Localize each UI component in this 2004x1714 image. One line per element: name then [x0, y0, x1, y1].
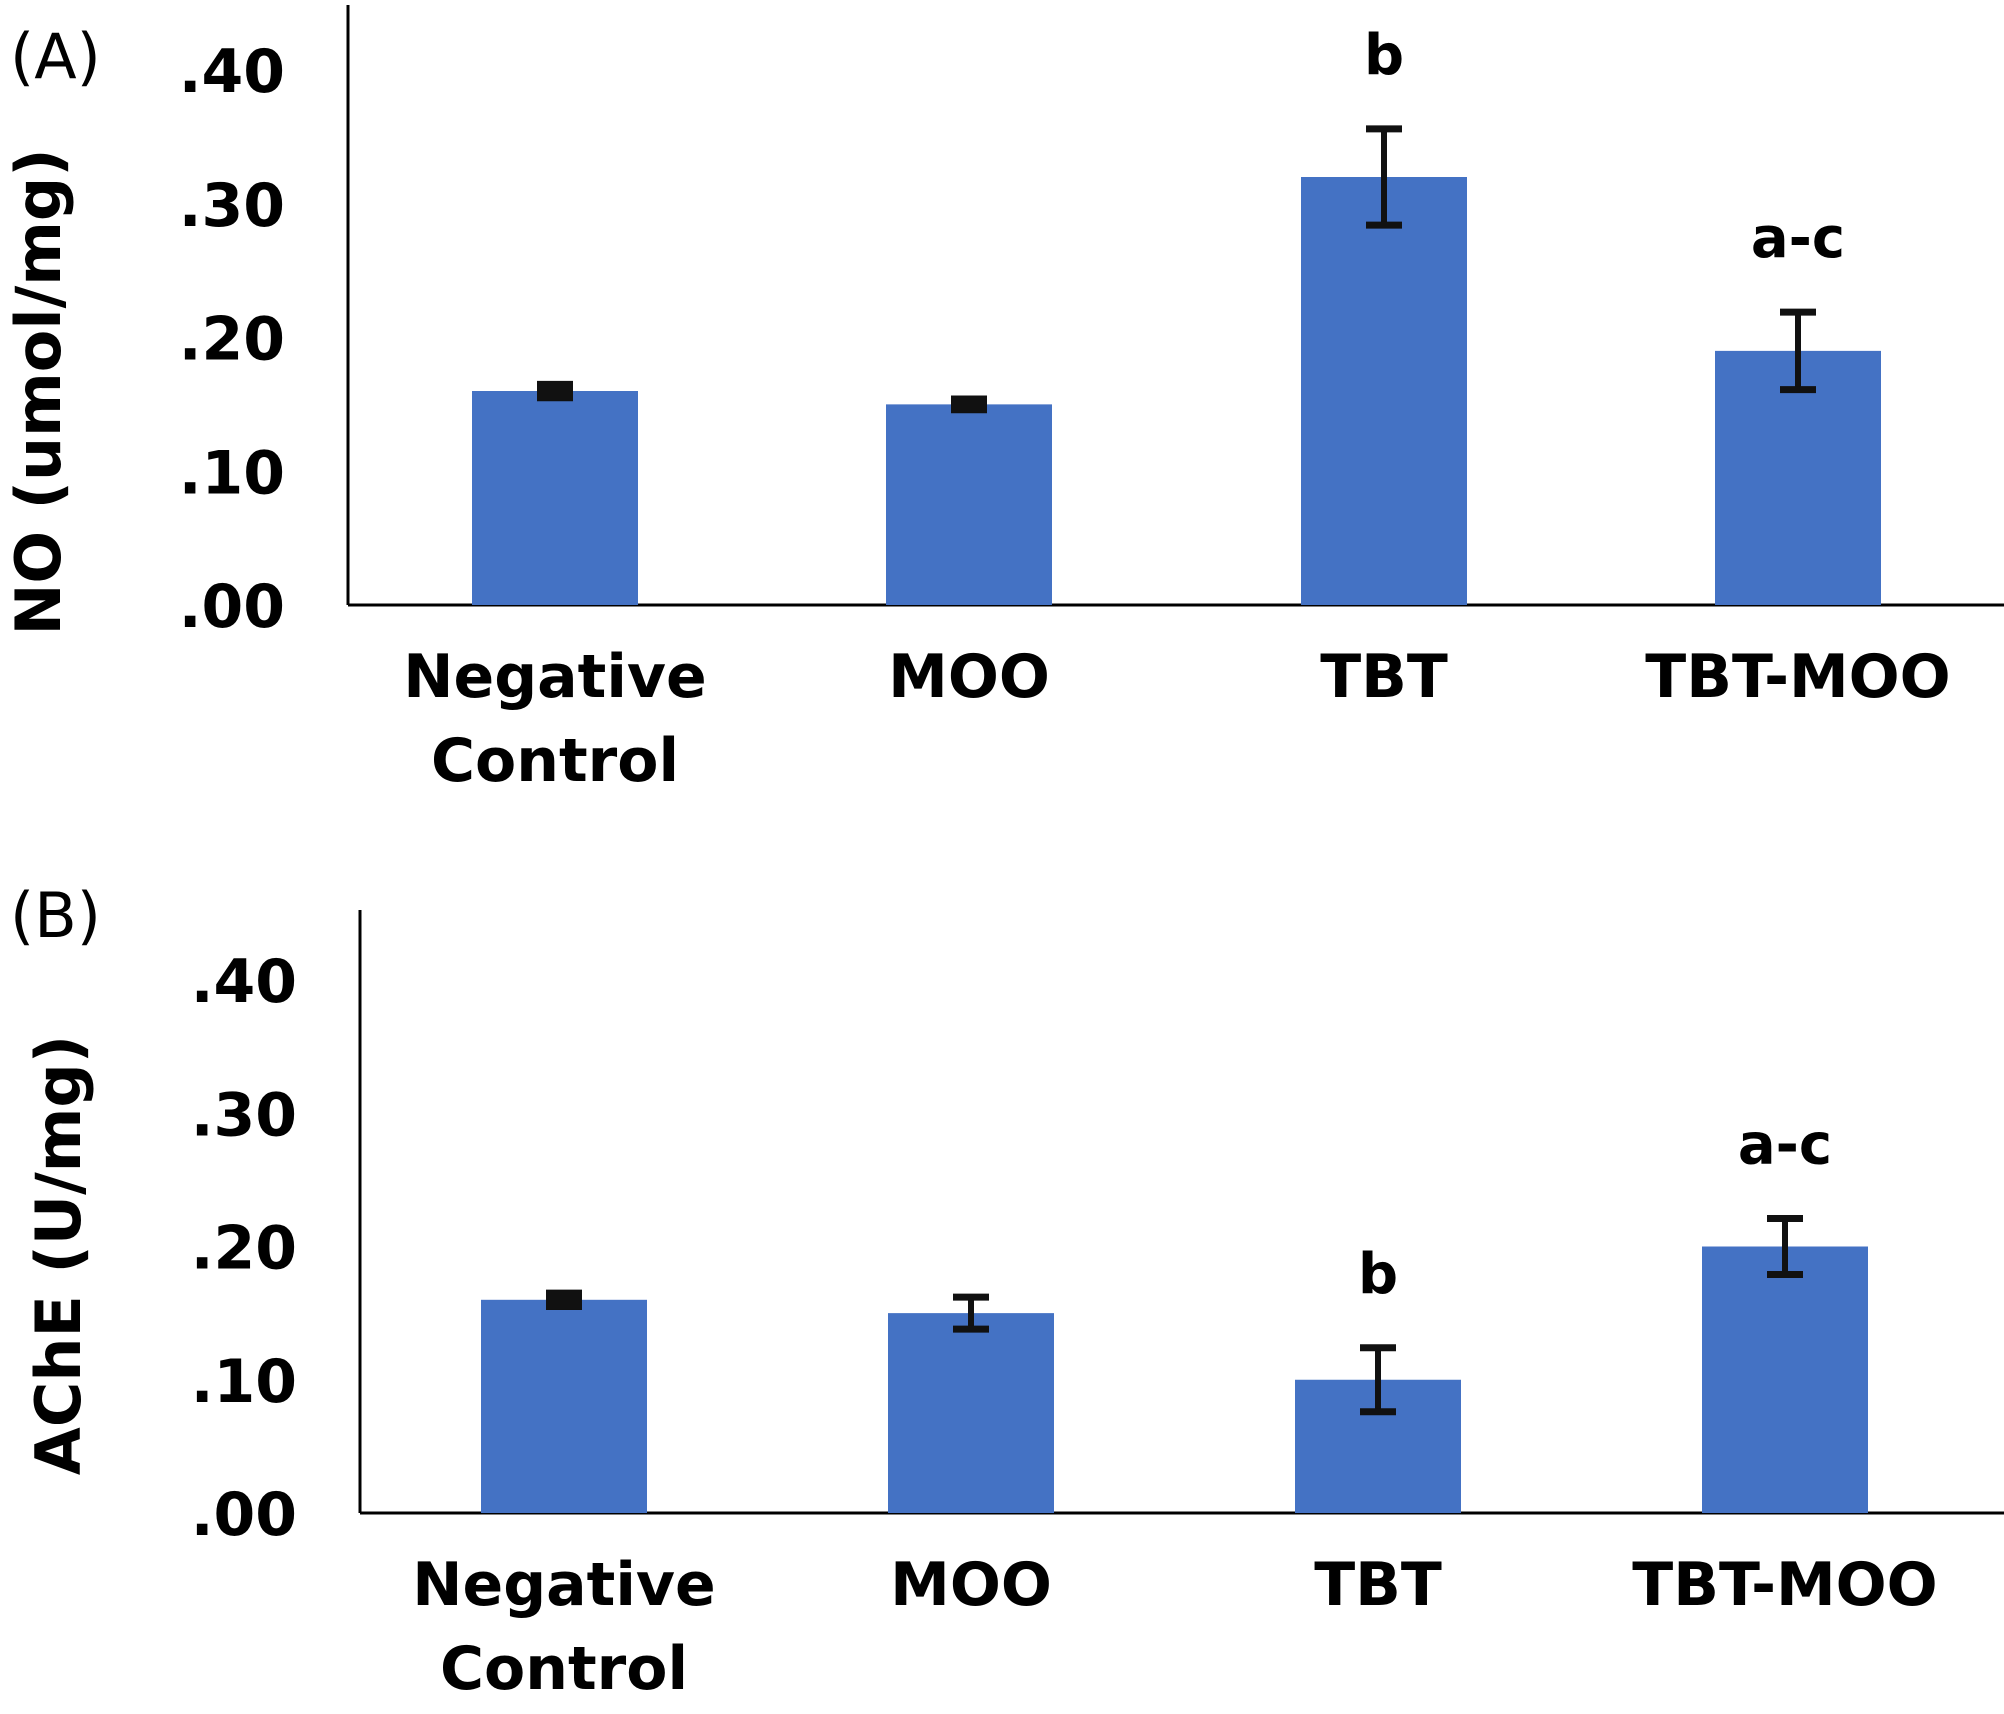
y-tick-label: .30	[179, 171, 285, 241]
y-axis-label: AChE (U/mg)	[22, 1035, 95, 1475]
y-tick-label: .10	[179, 438, 285, 508]
error-bar	[1767, 1215, 1803, 1278]
x-tick-label: TBT-MOO	[1632, 1550, 1937, 1620]
x-tick-label: TBT-MOO	[1645, 642, 1950, 712]
bar-negative-control	[472, 391, 638, 605]
y-axis-label: NO (umol/mg)	[2, 148, 75, 635]
panel-label: (B)	[10, 879, 101, 952]
error-bar	[1780, 308, 1816, 394]
x-tick-label: Control	[431, 726, 679, 796]
y-tick-label: .40	[191, 947, 297, 1017]
x-tick-label: Negative	[403, 642, 706, 712]
y-tick-label: .10	[191, 1347, 297, 1417]
panel-label: (A)	[10, 20, 101, 93]
bar-negative-control	[481, 1299, 647, 1513]
y-tick-label: .20	[191, 1214, 297, 1284]
error-bar	[1360, 1344, 1396, 1416]
error-bar	[1366, 125, 1402, 229]
y-tick-label: .00	[179, 572, 285, 642]
x-tick-label: Control	[440, 1634, 688, 1704]
bar-tbt	[1301, 177, 1467, 605]
x-tick-label: MOO	[890, 1550, 1052, 1620]
y-tick-label: .40	[179, 37, 285, 107]
chart-svg: .00 .10 .20 .30 .40 NO (umol/mg) (A) Negative Co…	[2, 5, 2004, 796]
error-bar	[546, 1289, 582, 1310]
error-bar	[537, 380, 573, 402]
chart-panel-b: .00 .10 .20 .30 .40 AChE (U/mg) (B) Negative Con…	[0, 855, 2004, 1710]
significance-label: b	[1364, 23, 1404, 88]
significance-label: a-c	[1738, 1113, 1832, 1178]
y-tick-label: .00	[191, 1480, 297, 1550]
bar-moo	[888, 1313, 1054, 1513]
y-tick-label: .20	[179, 305, 285, 375]
chart-svg: .00 .10 .20 .30 .40 AChE (U/mg) (B) Negative Con…	[10, 879, 2004, 1704]
x-tick-label: MOO	[888, 642, 1050, 712]
x-tick-label: Negative	[412, 1550, 715, 1620]
error-bar	[951, 395, 987, 414]
significance-label: a-c	[1751, 206, 1845, 271]
bar-moo	[886, 404, 1052, 605]
bar-tbt-moo	[1715, 350, 1881, 605]
error-bar	[953, 1293, 989, 1333]
y-tick-label: .30	[191, 1080, 297, 1150]
x-tick-label: TBT	[1314, 1550, 1442, 1620]
bar-tbt-moo	[1702, 1246, 1868, 1513]
significance-label: b	[1358, 1242, 1398, 1307]
chart-panel-a: .00 .10 .20 .30 .40 NO (umol/mg) (A) Negative Co…	[0, 0, 2004, 855]
x-tick-label: TBT	[1320, 642, 1448, 712]
